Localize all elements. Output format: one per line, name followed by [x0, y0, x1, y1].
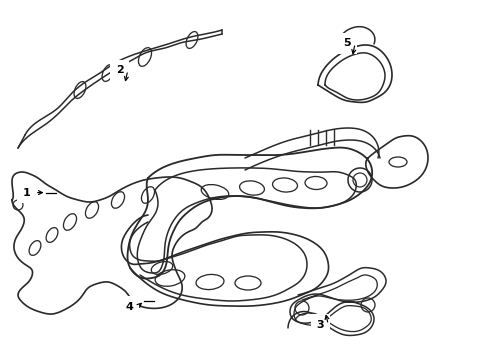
Text: 1: 1: [23, 188, 31, 198]
Text: 2: 2: [116, 65, 123, 75]
Text: 3: 3: [316, 320, 324, 330]
Text: 5: 5: [343, 38, 350, 48]
Text: 4: 4: [125, 302, 133, 312]
